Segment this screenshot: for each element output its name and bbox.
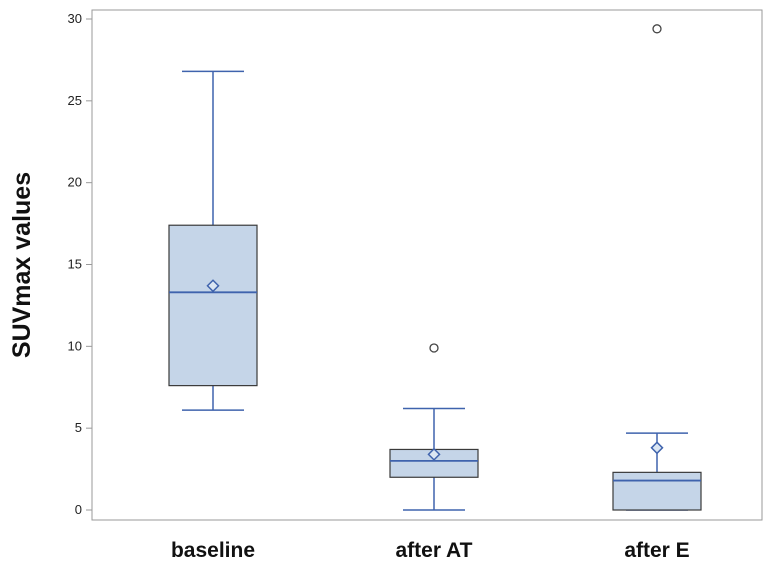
y-tick-label-25: 25 (68, 93, 82, 108)
y-tick-label-15: 15 (68, 257, 82, 272)
y-tick-label-20: 20 (68, 175, 82, 190)
x-label-after-e: after E (624, 539, 689, 562)
y-tick-label-0: 0 (75, 502, 82, 517)
y-axis: 0 5 10 15 20 25 30 (68, 11, 92, 517)
box-baseline (168, 70, 258, 411)
box-after-at (389, 343, 479, 511)
iqr-box (612, 471, 702, 511)
mean-marker (427, 447, 441, 461)
mean-marker (650, 441, 664, 455)
mean-marker (206, 279, 220, 293)
y-tick-label-10: 10 (68, 338, 82, 353)
iqr-box (168, 224, 258, 387)
outlier-point (652, 24, 662, 34)
y-tick-label-5: 5 (75, 420, 82, 435)
y-tick-label-30: 30 (68, 11, 82, 26)
boxes-layer (168, 24, 702, 511)
outlier-point (429, 343, 439, 353)
x-label-after-at: after AT (395, 539, 472, 562)
x-axis: baseline after AT after E (171, 539, 690, 562)
y-axis-title: SUVmax values (8, 172, 36, 358)
box-after-e (612, 24, 702, 511)
x-label-baseline: baseline (171, 539, 255, 562)
